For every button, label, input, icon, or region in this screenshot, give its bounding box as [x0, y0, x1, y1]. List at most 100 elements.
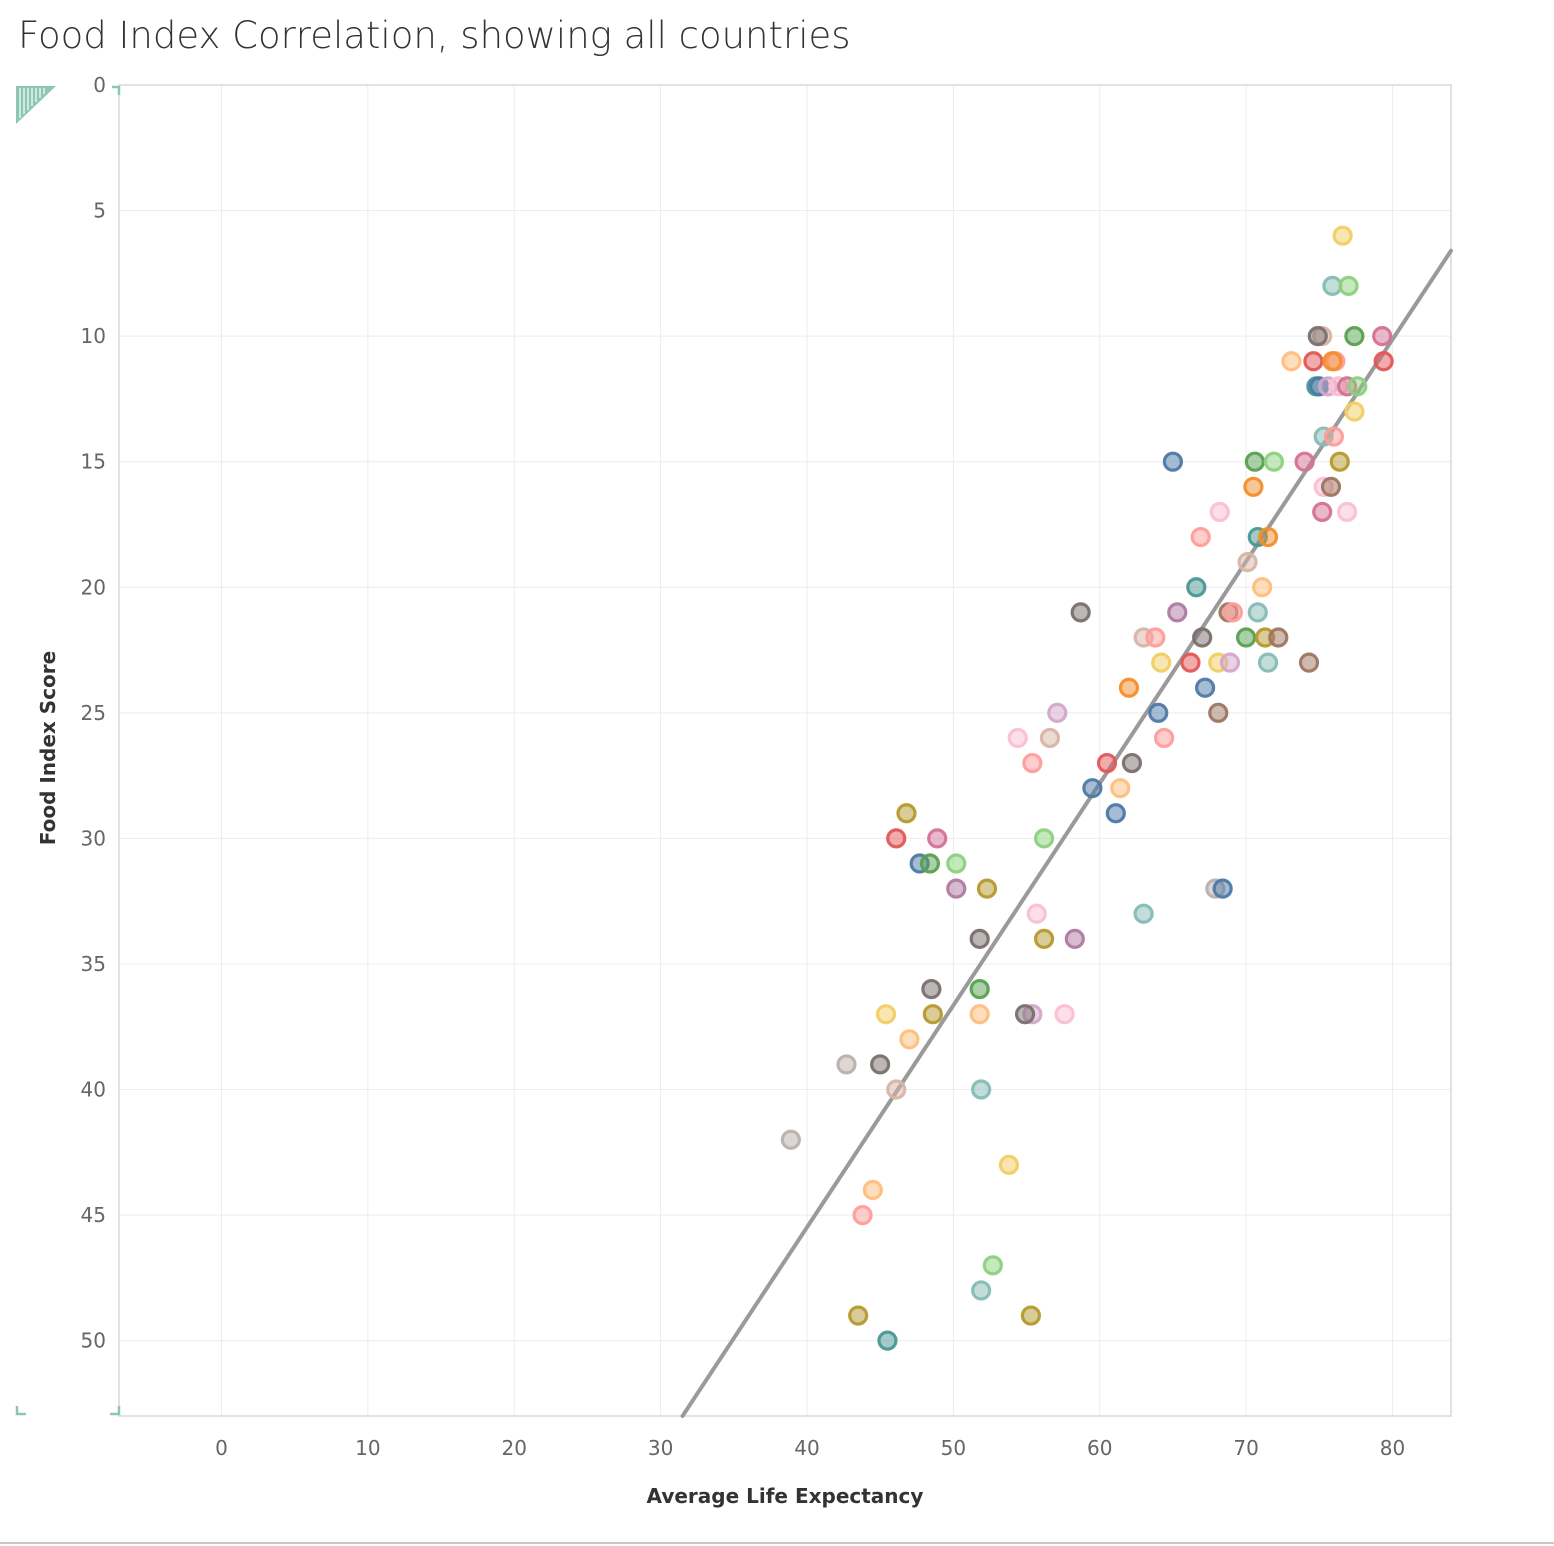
x-tick-label: 70	[1233, 1436, 1258, 1460]
data-point	[1252, 577, 1273, 598]
grid	[119, 85, 1451, 1416]
data-point	[1244, 451, 1265, 472]
data-point	[1209, 501, 1230, 523]
data-point	[946, 878, 967, 899]
data-point	[1190, 526, 1211, 548]
data-point	[1148, 702, 1169, 723]
x-tick-label: 30	[648, 1436, 673, 1460]
x-tick-label: 0	[215, 1436, 228, 1460]
resize-handle-icon[interactable]	[16, 86, 56, 124]
y-tick-label: 25	[81, 701, 106, 725]
data-point	[971, 1079, 992, 1100]
data-point	[1047, 702, 1068, 723]
data-point	[899, 1029, 920, 1050]
data-point	[1022, 752, 1043, 774]
data-point	[1322, 275, 1343, 297]
data-point	[1167, 602, 1188, 623]
data-point	[1180, 652, 1201, 673]
data-point	[927, 828, 948, 849]
data-point	[1235, 627, 1257, 648]
x-tick-label: 20	[501, 1436, 526, 1460]
data-point	[1322, 351, 1343, 372]
x-tick-label: 10	[355, 1436, 380, 1460]
x-axis-ticks: 0 10 20 30 40 50 60 70 80	[215, 1436, 1405, 1460]
data-point	[1298, 652, 1320, 673]
data-point	[1026, 903, 1047, 924]
y-tick-label: 5	[93, 199, 106, 223]
data-point	[1257, 652, 1279, 673]
data-point	[1033, 828, 1055, 849]
data-point	[1070, 602, 1091, 623]
top-left-corner-mark	[112, 85, 121, 95]
data-point	[836, 1054, 857, 1075]
data-point	[1212, 878, 1233, 899]
x-tick-label: 40	[794, 1436, 819, 1460]
data-point	[870, 1054, 891, 1075]
data-point	[1208, 702, 1229, 723]
data-point	[1151, 652, 1172, 673]
data-point	[921, 978, 942, 1000]
trend-line	[680, 248, 1453, 1418]
data-point	[998, 1154, 1020, 1175]
data-point	[1336, 501, 1358, 523]
data-point	[1257, 526, 1279, 548]
x-tick-label: 60	[1087, 1436, 1112, 1460]
trend-line-layer	[680, 248, 1453, 1418]
y-tick-label: 0	[93, 73, 106, 97]
data-point	[1007, 727, 1028, 749]
data-point	[1307, 326, 1328, 347]
data-point	[976, 878, 998, 899]
data-point	[1294, 451, 1315, 472]
data-point	[1020, 1305, 1042, 1326]
data-point	[1243, 476, 1264, 497]
data-point	[969, 928, 990, 949]
data-point	[1332, 225, 1353, 246]
data-point	[1237, 552, 1258, 573]
data-point	[875, 1004, 897, 1025]
data-point	[1186, 577, 1207, 598]
y-tick-label: 50	[81, 1329, 106, 1353]
y-tick-label: 35	[81, 952, 106, 976]
data-point	[1105, 803, 1126, 824]
bottom-right-corner-mark	[110, 1406, 121, 1416]
data-point	[1373, 351, 1394, 372]
data-point	[1303, 351, 1324, 372]
chart-title: Food Index Correlation, showing all coun…	[18, 14, 851, 57]
data-point	[1344, 401, 1365, 422]
data-point	[1162, 451, 1183, 472]
bottom-divider	[0, 1542, 1554, 1544]
data-point	[1033, 928, 1055, 949]
data-point	[1082, 778, 1103, 799]
y-tick-label: 30	[81, 826, 106, 850]
data-point	[1347, 376, 1368, 397]
data-point	[852, 1204, 873, 1226]
data-point	[886, 828, 907, 849]
data-point	[1219, 652, 1241, 673]
data-point	[971, 1280, 992, 1301]
data-point	[1222, 602, 1244, 623]
data-point	[1323, 426, 1345, 447]
x-tick-label: 50	[941, 1436, 966, 1460]
data-point	[922, 1004, 943, 1025]
bottom-left-corner-mark	[15, 1406, 26, 1416]
data-point	[1145, 627, 1166, 648]
data-point	[1054, 1004, 1075, 1025]
data-point	[1247, 602, 1268, 623]
data-point	[1329, 451, 1350, 472]
data-point	[877, 1330, 898, 1351]
data-point	[1110, 778, 1131, 799]
data-point	[919, 853, 941, 874]
data-point	[1014, 1004, 1036, 1025]
y-tick-label: 20	[81, 575, 106, 599]
plot-frame	[118, 84, 1452, 1417]
y-axis-title: Food Index Score	[36, 651, 60, 845]
data-point	[1121, 752, 1143, 774]
data-point	[1338, 275, 1359, 297]
data-point	[982, 1255, 1003, 1276]
data-point	[848, 1305, 869, 1326]
data-point	[896, 803, 917, 824]
data-point	[1064, 928, 1085, 949]
y-tick-label: 15	[81, 450, 106, 474]
data-point	[1154, 727, 1175, 749]
